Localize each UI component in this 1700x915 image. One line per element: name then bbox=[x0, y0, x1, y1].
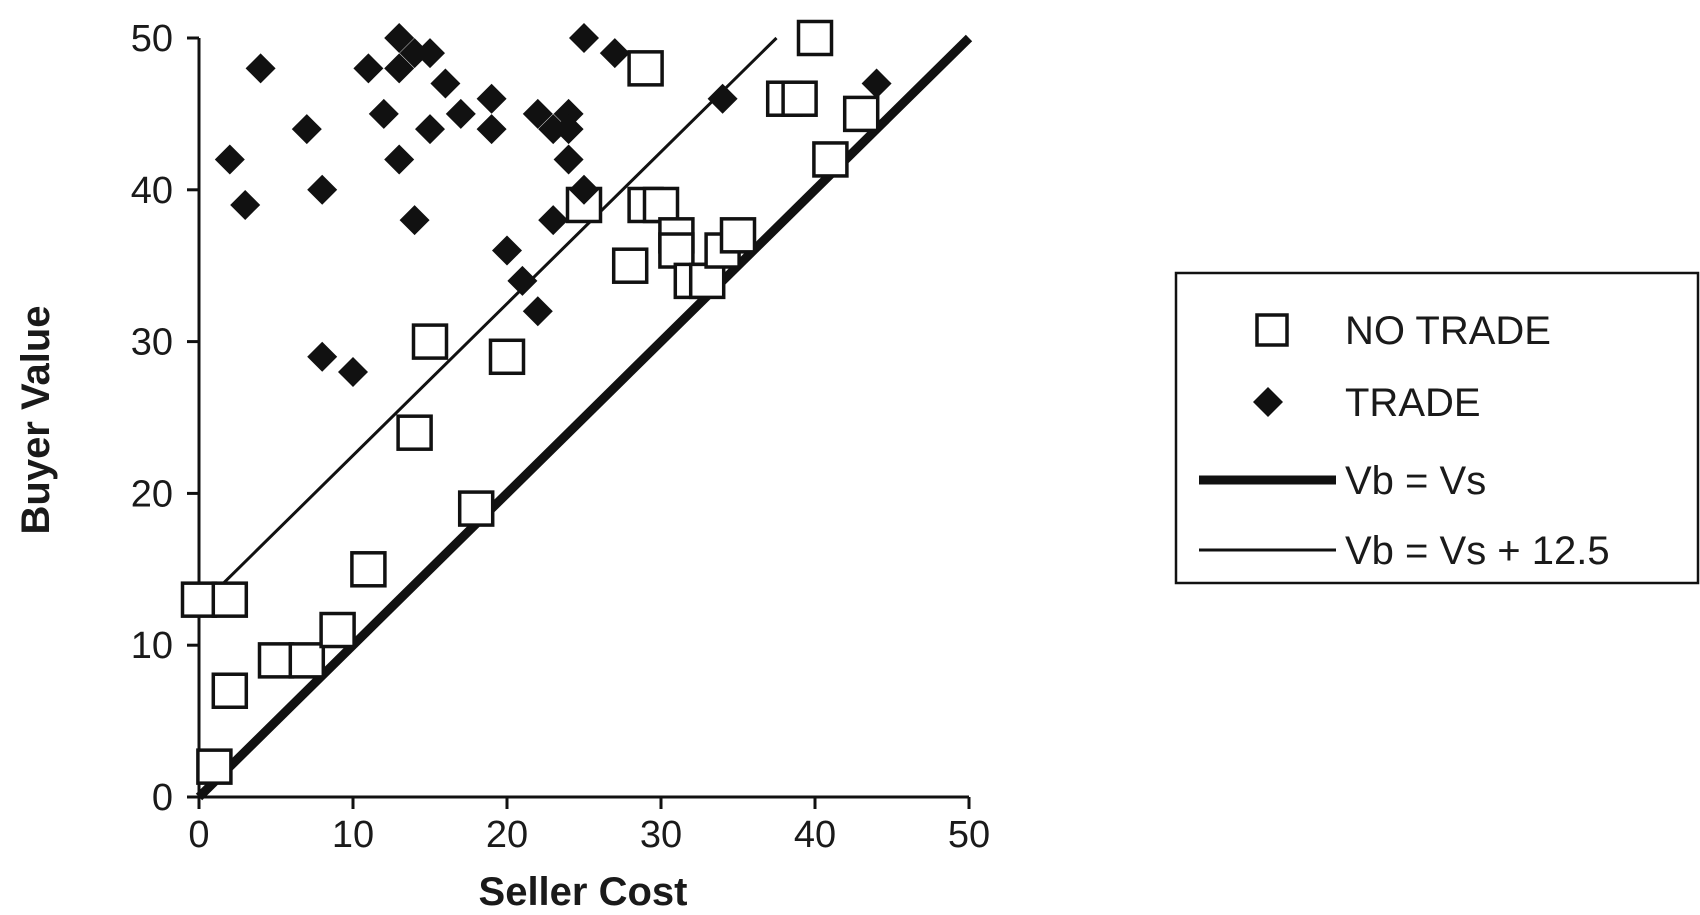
trade-point bbox=[353, 53, 384, 84]
y-tick-label: 50 bbox=[131, 18, 173, 60]
reference-lines bbox=[195, 34, 973, 801]
y-tick-label: 10 bbox=[131, 625, 173, 667]
trade-point bbox=[476, 114, 507, 145]
no-trade-point bbox=[842, 95, 880, 133]
trade-point bbox=[492, 235, 522, 266]
trade-point bbox=[399, 205, 430, 236]
no-trade-point bbox=[257, 642, 295, 679]
trade-point bbox=[538, 205, 569, 236]
line-vb-equals-vs-plus-12-5 bbox=[197, 36, 778, 609]
no-trade-point bbox=[812, 141, 849, 178]
no-trade-point bbox=[211, 672, 249, 709]
no-trade-point bbox=[658, 232, 695, 269]
trade-point bbox=[507, 265, 538, 296]
trade-point bbox=[368, 98, 399, 129]
x-axis-title: Seller Cost bbox=[479, 870, 688, 914]
trade-point bbox=[538, 114, 569, 145]
legend-symbol-no-trade bbox=[1255, 313, 1289, 347]
no-trade-point bbox=[796, 19, 834, 57]
x-tick-label: 30 bbox=[640, 814, 682, 856]
trade-point bbox=[230, 189, 261, 220]
no-trade-point bbox=[611, 247, 649, 284]
no-trade-point bbox=[211, 581, 249, 618]
no-trade-point bbox=[642, 186, 680, 224]
trade-point bbox=[415, 38, 445, 69]
no-trade-point bbox=[457, 490, 495, 527]
legend-label: Vb = Vs bbox=[1345, 459, 1486, 503]
legend-label: NO TRADE bbox=[1345, 309, 1551, 353]
x-tick-label: 20 bbox=[486, 814, 528, 856]
no-trade-point bbox=[688, 262, 726, 300]
trade-point bbox=[399, 38, 430, 69]
y-axis-title: Buyer Value bbox=[14, 305, 58, 534]
y-tick-label: 0 bbox=[152, 777, 173, 819]
trade-point bbox=[861, 68, 892, 99]
trade-point bbox=[476, 83, 507, 114]
no-trade-point bbox=[488, 338, 526, 376]
no-trade-point bbox=[350, 551, 387, 588]
trade-point bbox=[707, 83, 738, 114]
trade-point bbox=[384, 53, 415, 84]
no-trade-point bbox=[180, 581, 218, 618]
trade-point bbox=[307, 341, 338, 372]
no-trade-point bbox=[411, 323, 449, 360]
x-tick-label: 50 bbox=[948, 814, 990, 856]
y-tick-label: 20 bbox=[131, 473, 173, 515]
trade-point bbox=[291, 114, 322, 145]
no-trade-point bbox=[288, 642, 326, 679]
trade-point bbox=[569, 174, 599, 205]
no-trade-point bbox=[396, 414, 433, 451]
x-tick-label: 0 bbox=[188, 814, 209, 856]
trade-point bbox=[522, 296, 553, 327]
legend: NO TRADE TRADE Vb = Vs Vb = Vs + 12.5 bbox=[1174, 271, 1700, 585]
trade-point bbox=[553, 144, 584, 175]
y-tick-label: 30 bbox=[131, 322, 173, 364]
legend-label: TRADE bbox=[1345, 381, 1481, 425]
trade-point bbox=[569, 23, 599, 53]
no-trade-point bbox=[319, 611, 356, 649]
trade-point bbox=[384, 144, 415, 175]
axes: 0 10 20 30 40 50 0 10 20 30 40 50 bbox=[131, 18, 990, 856]
trade-point bbox=[214, 144, 245, 175]
trade-point bbox=[522, 98, 553, 129]
trade-point bbox=[415, 114, 445, 145]
legend-symbol-trade bbox=[1253, 387, 1283, 417]
x-tick-label: 10 bbox=[332, 814, 374, 856]
trade-point bbox=[599, 38, 630, 69]
trade-point bbox=[430, 68, 461, 99]
no-trade-point bbox=[719, 217, 757, 254]
no-trade-point bbox=[196, 748, 233, 785]
x-tick-label: 40 bbox=[794, 814, 836, 856]
trade-point bbox=[384, 23, 415, 53]
line-vb-equals-vs bbox=[195, 34, 973, 801]
trade-point bbox=[245, 53, 276, 84]
trade-point bbox=[445, 98, 476, 129]
trade-point bbox=[307, 174, 338, 205]
no-trade-point bbox=[781, 80, 818, 117]
legend-label: Vb = Vs + 12.5 bbox=[1345, 529, 1610, 573]
no-trade-point bbox=[627, 50, 664, 87]
trade-point bbox=[338, 356, 368, 387]
trade-point bbox=[553, 98, 584, 129]
data-markers bbox=[180, 19, 892, 785]
y-tick-label: 40 bbox=[131, 170, 173, 212]
trade-point bbox=[553, 114, 584, 145]
